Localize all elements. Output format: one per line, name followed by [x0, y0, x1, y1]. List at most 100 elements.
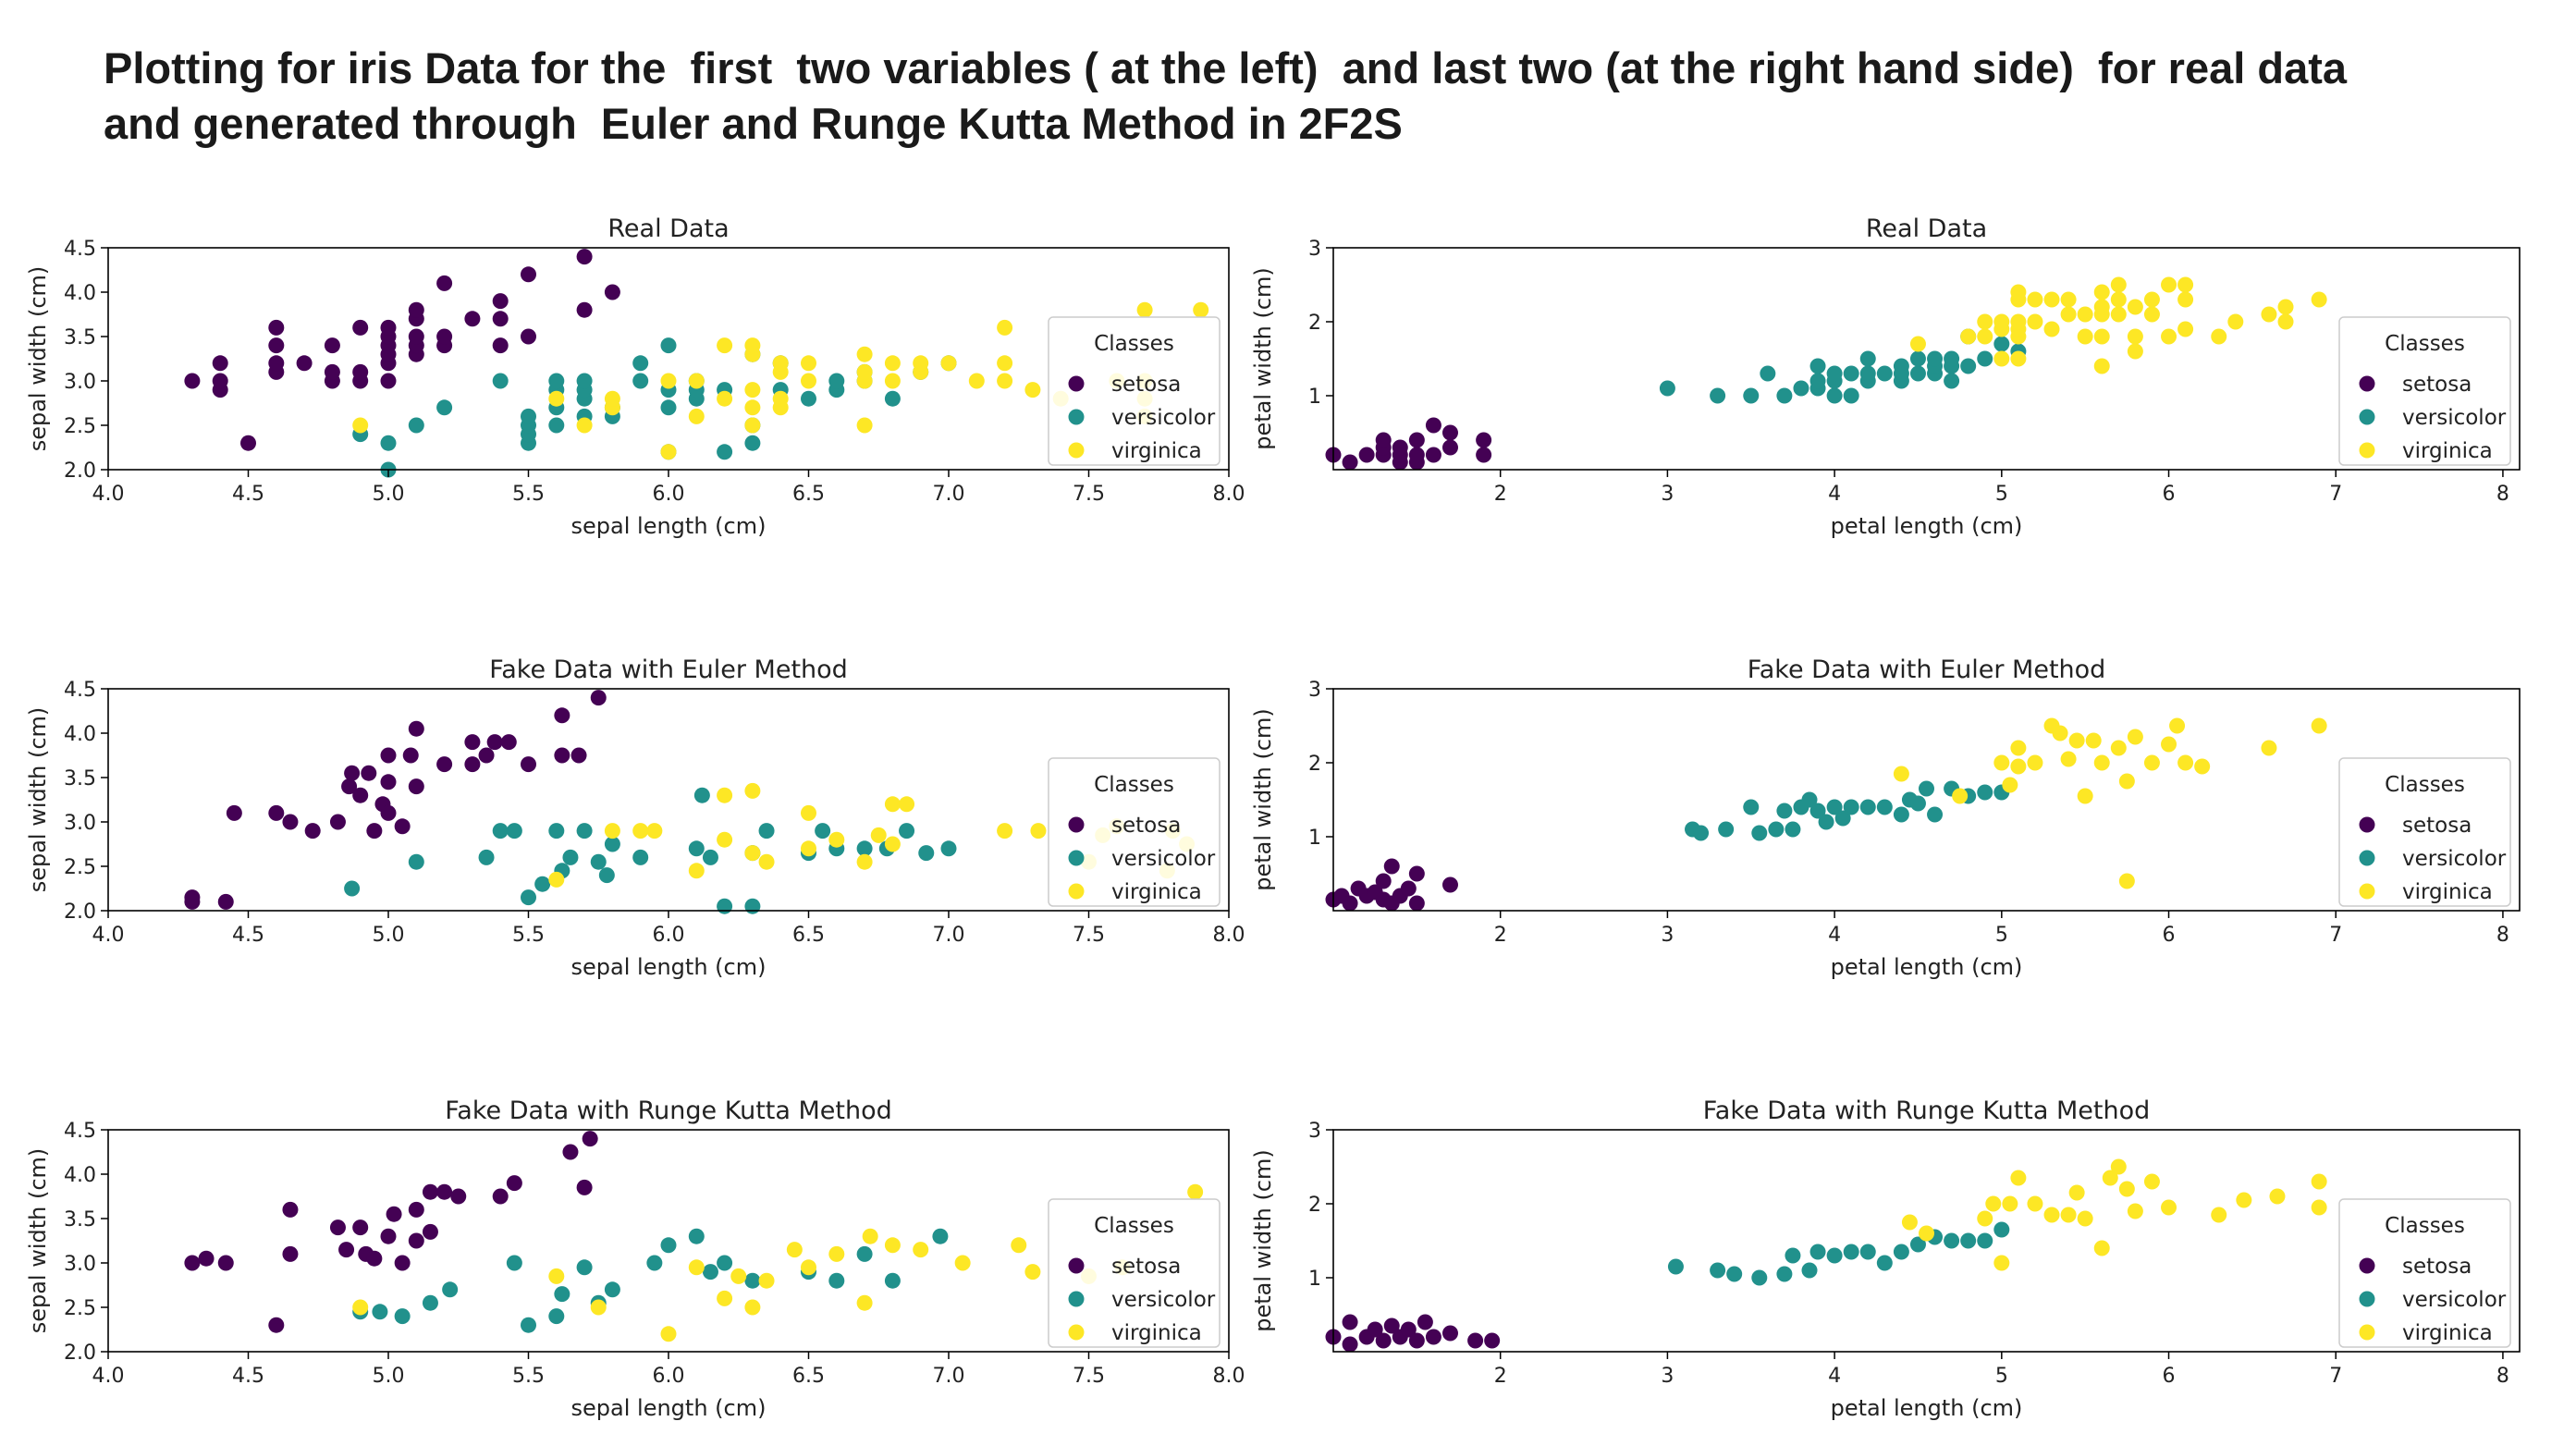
plot-frame: [1332, 247, 2521, 471]
data-point: [1375, 1332, 1392, 1349]
data-point: [576, 1259, 593, 1276]
data-point: [548, 1268, 565, 1284]
data-point: [758, 1272, 775, 1289]
x-tick-label: 7.0: [933, 1365, 965, 1388]
data-point: [940, 355, 957, 372]
data-point: [2060, 291, 2077, 308]
data-point: [604, 390, 620, 407]
data-point: [2060, 306, 2077, 323]
data-point: [324, 337, 340, 354]
data-point: [1383, 858, 1400, 875]
data-point: [394, 1255, 411, 1271]
data-point: [1944, 350, 1960, 367]
data-point: [758, 823, 775, 839]
data-point: [884, 1272, 901, 1289]
x-tick-label: 8.0: [1213, 1365, 1245, 1388]
data-point: [590, 690, 607, 706]
data-point: [492, 337, 509, 354]
data-point: [1400, 1321, 1417, 1338]
data-point: [2027, 754, 2043, 771]
data-point: [506, 1175, 522, 1192]
legend-label-setosa: setosa: [2402, 1255, 2472, 1279]
data-point: [2211, 1207, 2227, 1223]
data-point: [1893, 1244, 1909, 1260]
data-point: [198, 1250, 215, 1267]
data-point: [372, 1304, 388, 1320]
data-point: [324, 363, 340, 380]
data-point: [464, 311, 481, 327]
data-point: [660, 399, 677, 416]
data-point: [352, 417, 369, 434]
data-point: [1011, 1237, 1027, 1254]
data-point: [2261, 306, 2277, 323]
data-point: [2043, 291, 2060, 308]
data-point: [548, 823, 565, 839]
data-point: [576, 301, 593, 318]
legend-label-setosa: setosa: [2402, 373, 2472, 397]
data-point: [968, 373, 985, 389]
data-point: [1919, 780, 1934, 797]
data-point: [1801, 1262, 1818, 1279]
data-point: [436, 1183, 453, 1200]
data-point: [632, 849, 649, 865]
data-point: [341, 778, 358, 795]
data-point: [268, 337, 285, 354]
data-point: [521, 756, 536, 773]
legend: Classes setosa versicolor virginica: [2338, 1198, 2511, 1348]
data-point: [1876, 1255, 1893, 1271]
data-point: [212, 355, 228, 372]
data-point: [1408, 895, 1425, 912]
data-point: [492, 1188, 509, 1205]
data-point: [1909, 1236, 1926, 1253]
data-point: [422, 1183, 438, 1200]
x-tick-label: 3: [1661, 483, 1674, 506]
data-point: [744, 399, 761, 416]
data-point: [1843, 387, 1859, 404]
legend-marker-versicolor: [2359, 850, 2375, 866]
data-point: [772, 355, 789, 372]
legend-marker-virginica: [2359, 442, 2375, 459]
data-point: [2143, 1173, 2160, 1190]
data-point: [1441, 1325, 1458, 1342]
data-point: [2127, 343, 2143, 360]
data-point: [932, 1228, 949, 1244]
data-point: [2027, 291, 2043, 308]
data-point: [1400, 880, 1417, 897]
data-point: [1776, 1266, 1793, 1282]
data-point: [329, 1219, 346, 1236]
data-point: [282, 1245, 299, 1262]
data-point: [1834, 810, 1851, 827]
legend: Classes setosa versicolor virginica: [1048, 316, 1221, 466]
page-title: Plotting for iris Data for the first two…: [104, 41, 2489, 152]
data-point: [2093, 1240, 2110, 1256]
data-point: [576, 1179, 593, 1195]
data-point: [521, 889, 536, 906]
series-setosa: [1325, 417, 1492, 471]
data-point: [1785, 821, 1801, 838]
legend-label-versicolor: versicolor: [2402, 1288, 2507, 1312]
data-point: [744, 898, 761, 914]
data-point: [1993, 1221, 2010, 1238]
data-point: [1826, 387, 1843, 404]
x-tick-label: 6: [2163, 1365, 2176, 1388]
data-point: [2127, 729, 2143, 745]
data-point: [1358, 447, 1375, 463]
data-point: [997, 823, 1013, 839]
data-point: [590, 1299, 607, 1316]
y-tick-label: 2.0: [64, 901, 96, 924]
data-point: [2060, 1207, 2077, 1223]
data-point: [688, 1228, 705, 1244]
data-point: [2161, 1199, 2177, 1216]
data-point: [1793, 380, 1809, 397]
legend-marker-versicolor: [2359, 1291, 2375, 1307]
legend-label-setosa: setosa: [1111, 373, 1181, 397]
data-point: [570, 747, 587, 764]
data-point: [436, 328, 453, 345]
data-point: [184, 1255, 201, 1271]
data-point: [758, 853, 775, 870]
data-point: [1024, 1264, 1041, 1281]
x-tick-label: 6.5: [792, 1365, 825, 1388]
data-point: [899, 796, 915, 813]
data-point: [1977, 350, 1993, 367]
data-point: [352, 363, 369, 380]
